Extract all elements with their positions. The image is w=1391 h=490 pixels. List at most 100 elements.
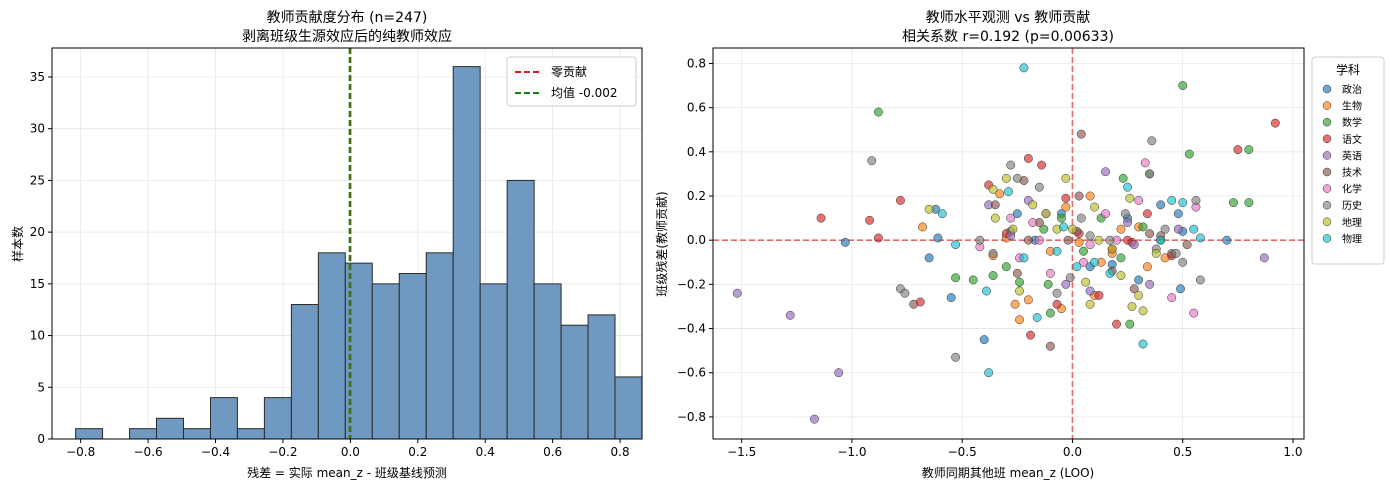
hist-legend-label-zero: 零贡献 [551,64,587,79]
scatter-point [1142,262,1152,272]
scatter-point [1127,302,1137,311]
scatter-point [1015,315,1024,325]
scatter-subtitle: 相关系数 r=0.192 (p=0.00633) [902,29,1114,45]
scatter-point [1191,195,1201,205]
scatter-point [1074,237,1084,247]
scatter-point [951,240,961,250]
scatter-point [1063,235,1073,245]
scatter-point [1151,248,1161,258]
hist-x-axis-label: 残差 = 实际 mean_z - 班级基线预测 [247,465,447,480]
hist-bar [398,272,427,440]
hist-plot-frame [51,47,643,440]
hist-title: 教师贡献度分布 (n=247) [267,10,428,26]
hist-bar [533,283,562,440]
scatter-point [732,288,742,298]
scatter-point [1134,275,1144,285]
scatter-point [1228,198,1238,208]
scatter-point [895,195,905,205]
hist-bar [182,428,211,440]
scatter-point [1147,136,1157,146]
scatter-point [1028,200,1038,210]
scatter-legend-label: 物理 [1342,232,1362,245]
scatter-point [1145,169,1155,179]
hist-legend: 零贡献 均值 -0.002 [506,56,637,107]
scatter-point [1023,235,1033,245]
scatter-point [1116,271,1126,280]
scatter-point [1123,182,1133,192]
scatter-legend-swatch [1322,101,1332,110]
scatter-point [1184,149,1194,159]
scatter-point [1173,224,1183,234]
hist-y-ticks: 0 5 10 15 20 25 30 35 [30,70,52,446]
scatter-point [1145,279,1155,289]
scatter-point [867,156,877,166]
scatter-point [1028,218,1038,227]
scatter-point [1138,306,1148,316]
scatter-point [1195,275,1205,285]
scatter-point [1052,246,1062,256]
scatter-point [1023,154,1033,163]
hist-bar [129,428,158,440]
scatter-point [1045,341,1055,351]
scatter-point [1041,209,1051,219]
scatter-point [1068,224,1077,234]
scatter-point [988,184,998,194]
scatter-point [1112,319,1122,329]
hist-bar [479,283,508,440]
scatter-legend-swatch [1322,217,1332,227]
hist-bar [506,179,535,440]
scatter-point [990,213,1000,223]
scatter-point [1012,209,1022,219]
scatter-point [1094,290,1104,300]
histogram-chart: −0.8 −0.6 −0.4 −0.2 0.0 0.2 0.4 0.6 0.8 0 5 10 15 20… [10,10,643,480]
scatter-point [1125,319,1135,329]
scatter-point [1079,246,1088,256]
scatter-points [732,63,1280,424]
scatter-point [937,209,947,219]
scatter-point [1167,293,1177,303]
scatter-x-axis-label: 教师同期其他班 mean_z (LOO) [922,465,1094,480]
scatter-point [1015,277,1024,287]
hist-bar [614,376,643,440]
scatter-legend-box [1311,56,1385,265]
scatter-point [1079,257,1088,267]
scatter-y-tick-label: −0.4 [677,322,706,336]
scatter-point [933,233,943,243]
scatter-point [873,233,883,243]
scatter-legend-title: 学科 [1336,62,1360,77]
scatter-point [1138,339,1148,349]
hist-bar [236,428,265,440]
scatter-point [1182,240,1192,250]
scatter-point [816,213,826,223]
scatter-point [1052,288,1062,298]
hist-bar [156,417,184,440]
scatter-x-tick-label: −0.5 [948,445,977,459]
scatter-legend-label: 化学 [1342,183,1362,196]
scatter-point [951,273,961,283]
scatter-y-tick-label: 0.4 [687,145,706,159]
scatter-point [1145,229,1155,239]
hist-reference-lines [348,48,352,439]
scatter-point [1116,253,1126,263]
scatter-point [1195,233,1205,243]
scatter-point [1259,253,1269,263]
scatter-point [1173,209,1183,219]
scatter-legend-label: 生物 [1342,100,1362,113]
scatter-point [1134,290,1144,300]
scatter-point [1012,173,1022,183]
hist-y-tick-label: 10 [30,329,45,343]
scatter-point [873,107,883,117]
scatter-point [1101,209,1110,219]
scatter-point [1222,235,1232,245]
scatter-x-tick-label: 0.5 [1173,445,1192,459]
scatter-point [1001,262,1011,272]
scatter-point [1074,191,1084,201]
hist-x-tick-label: 0.8 [611,445,630,459]
scatter-point [1189,224,1199,234]
scatter-point [1125,193,1135,203]
scatter-legend-swatch [1322,134,1332,144]
hist-bar [587,314,616,440]
